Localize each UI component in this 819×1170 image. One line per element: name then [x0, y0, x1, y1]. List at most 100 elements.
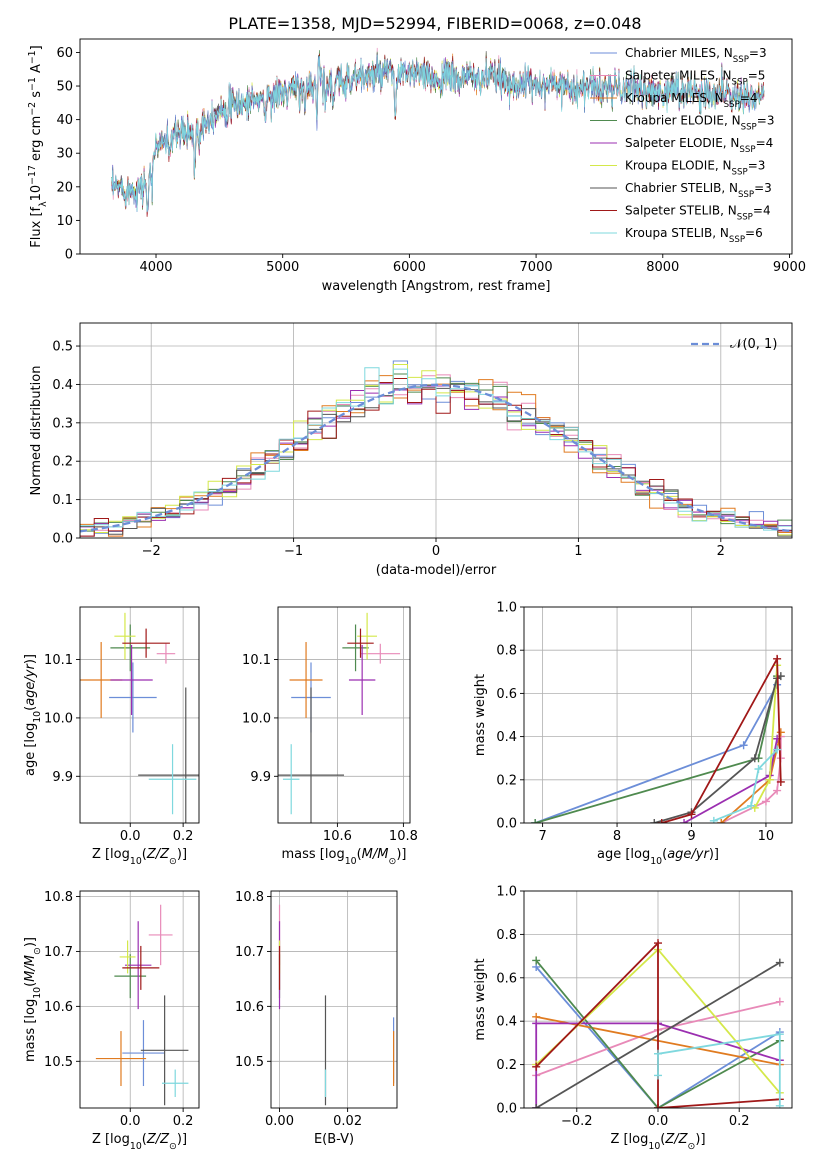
- y-tick-label: 0.1: [52, 493, 73, 508]
- label-run: =6: [745, 226, 763, 240]
- weight-marker-salpeter_elodie: [680, 819, 689, 823]
- label-run: s: [29, 91, 44, 102]
- y-axis-label: Flux [fλ10−17 erg cm−2 s−1 A−1]: [27, 45, 49, 247]
- x-axis-label: (data-model)/error: [376, 563, 497, 578]
- label-run: )]: [177, 1132, 187, 1147]
- label-run: SSP: [741, 123, 757, 133]
- axes-frame: [523, 606, 793, 824]
- y-tick-label: 10.8: [44, 890, 73, 905]
- label-run: Z [log: [92, 847, 130, 862]
- weight-line-chabrier_elodie: [534, 675, 778, 823]
- weight-line-salpeter_stelib: [661, 655, 782, 823]
- weight-line-salpeter_stelib: [535, 940, 780, 1108]
- label-run: mass [log: [23, 999, 38, 1062]
- y-tick-label: 0.8: [496, 644, 517, 659]
- x-tick-label: 0.00: [265, 1114, 294, 1129]
- x-tick-label: 5000: [266, 260, 299, 275]
- x-tick-label: 4000: [139, 260, 172, 275]
- label-run: Kroupa ELODIE, N: [625, 159, 732, 173]
- y-tick-label: 0.4: [52, 378, 73, 393]
- y-axis-label: Normed distribution: [29, 366, 44, 496]
- legend-label-chabrier_elodie: Chabrier ELODIE, NSSP=3: [625, 114, 774, 133]
- y-tick-label: 0.6: [496, 971, 517, 986]
- y-tick-label: 0.0: [496, 817, 517, 832]
- x-tick-label: 9000: [773, 260, 806, 275]
- weight-marker-kroupa_stelib: [747, 801, 756, 810]
- y-tick-label: 40: [56, 113, 73, 128]
- label-run: )]: [177, 847, 187, 862]
- weight-marker-salpeter_stelib: [532, 1062, 541, 1071]
- weight-marker-salpeter_stelib: [687, 810, 696, 819]
- y-tick-label: 10.1: [242, 653, 271, 668]
- label-run: Chabrier ELODIE, N: [625, 114, 741, 128]
- residuals-plot-area: [80, 360, 792, 537]
- y-tick-label: 1.0: [496, 601, 517, 616]
- label-run: ]: [29, 45, 44, 50]
- y-tick-label: 0.5: [52, 340, 73, 355]
- label-run: Salpeter STELIB, N: [625, 204, 737, 218]
- label-run: M/M: [23, 955, 38, 982]
- weight-marker-salpeter_miles: [773, 786, 782, 795]
- x-tick-label: 10: [758, 829, 775, 844]
- label-run: E(B-V): [314, 1132, 354, 1147]
- y-tick-label: 9.9: [250, 770, 271, 785]
- label-run: Z/Z: [146, 1132, 170, 1147]
- axes-frame: [270, 890, 398, 1109]
- label-run: =4: [740, 91, 758, 105]
- x-tick-label: 0.2: [729, 1114, 750, 1129]
- weight-marker-chabrier_miles: [739, 741, 748, 750]
- legend-label-normal: 𝒩(0, 1): [730, 337, 777, 352]
- histogram-kroupa_stelib: [80, 367, 792, 537]
- y-tick-label: 0.8: [496, 928, 517, 943]
- weight-line-chabrier_miles: [534, 684, 778, 823]
- weight_vs_Z-plot-area: [532, 939, 784, 1108]
- y-tick-label: 10.8: [235, 890, 264, 905]
- normal-curve: [80, 383, 792, 533]
- label-run: Z [log: [92, 1132, 130, 1147]
- label-run: =3: [749, 46, 767, 60]
- label-run: =4: [756, 136, 774, 150]
- label-run: ⊙: [688, 1141, 696, 1152]
- y-tick-label: 0.2: [52, 455, 73, 470]
- axes-frame: [79, 890, 200, 1109]
- label-run: =3: [754, 181, 772, 195]
- label-run: −2: [27, 102, 38, 116]
- y-tick-label: 0.6: [496, 687, 517, 702]
- y-tick-label: 10: [56, 214, 73, 229]
- label-run: M/M: [362, 847, 389, 862]
- y-axis-label: age [log10(age/yr)]: [23, 654, 43, 776]
- axes-frame: [277, 606, 411, 824]
- label-run: 10: [29, 185, 44, 202]
- x-tick-label: 8000: [646, 260, 679, 275]
- weight-marker-chabrier_stelib: [750, 754, 759, 763]
- label-run: Chabrier MILES, N: [625, 46, 733, 60]
- weight-marker-kroupa_stelib: [754, 765, 763, 773]
- x-tick-label: 0.0: [120, 829, 141, 844]
- weight_vs_Z-panel: −0.2 0.0 0.2 0.0 0.2 0.4 0.6 0.8 1.0 Z [log10(Z/Z…: [473, 885, 793, 1152]
- label-run: )]: [23, 654, 38, 664]
- label-run: age [log: [597, 847, 650, 862]
- label-run: age [log: [23, 723, 38, 776]
- y-tick-label: 10.7: [235, 945, 264, 960]
- label-run: (: [357, 847, 362, 862]
- label-run: ⊙: [169, 856, 177, 867]
- label-run: SSP: [738, 190, 754, 200]
- label-run: Kroupa MILES, N: [625, 91, 724, 105]
- weight-marker-salpeter_miles: [775, 997, 784, 1006]
- y-tick-label: 0.4: [496, 1015, 517, 1030]
- label-run: −1: [27, 77, 38, 91]
- y-tick-label: 20: [56, 180, 73, 195]
- legend-label-kroupa_miles: Kroupa MILES, NSSP=4: [625, 91, 758, 110]
- x-tick-label: 2: [717, 544, 725, 559]
- weight-marker-chabrier_stelib: [532, 1104, 541, 1108]
- legend-label-chabrier_miles: Chabrier MILES, NSSP=3: [625, 46, 767, 65]
- weight-line-kroupa_stelib: [713, 748, 778, 822]
- label-run: Z [log: [610, 1132, 648, 1147]
- label-run: age/yr: [667, 847, 710, 862]
- x-tick-label: 7000: [520, 260, 553, 275]
- weight-marker-kroupa_stelib: [773, 745, 782, 754]
- x-tick-label: 9: [687, 829, 695, 844]
- label-run: Z/Z: [664, 1132, 688, 1147]
- mass_vs_ebv-panel: 0.00 0.02 10.5 10.6 10.7 10.8 E(B-V): [235, 890, 398, 1147]
